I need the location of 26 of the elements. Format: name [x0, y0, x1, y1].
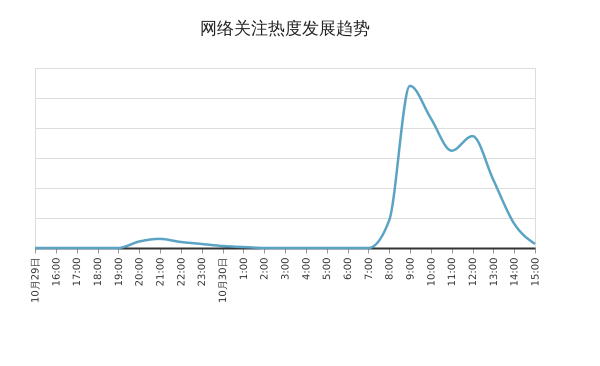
x-tick-label: 4:00 — [301, 258, 312, 280]
x-tick-label: 10月30日 — [218, 258, 229, 303]
x-tick-label: 13:00 — [488, 258, 500, 286]
x-tick-label: 14:00 — [510, 258, 521, 286]
x-tick-label: 12:00 — [468, 258, 479, 286]
x-tick-label: 8:00 — [384, 258, 396, 280]
x-tick-label: 6:00 — [343, 258, 354, 280]
x-tick-label: 1:00 — [238, 258, 250, 280]
x-tick-label: 16:00 — [51, 258, 62, 286]
chart-title: 网络关注热度发展趋势 — [200, 19, 370, 39]
x-tick-label: 2:00 — [260, 258, 271, 280]
x-tick-label: 18:00 — [93, 258, 104, 286]
x-tick-label: 23:00 — [197, 258, 208, 286]
x-tick-label: 19:00 — [114, 258, 125, 286]
x-tick-label: 15:00 — [530, 258, 542, 286]
x-tick-label: 7:00 — [364, 258, 375, 280]
x-tick-label: 10月29日 — [30, 258, 42, 303]
x-tick-label: 17:00 — [72, 258, 84, 286]
x-tick-label: 5:00 — [322, 258, 334, 280]
x-tick-label: 10:00 — [426, 258, 438, 286]
x-tick-label: 21:00 — [156, 258, 166, 286]
x-tick-label: 11:00 — [447, 258, 458, 286]
x-tick-label: 22:00 — [176, 258, 188, 286]
x-tick-label: 3:00 — [280, 258, 292, 280]
x-tick-label: 9:00 — [406, 258, 416, 280]
x-tick-label: 20:00 — [134, 258, 146, 286]
